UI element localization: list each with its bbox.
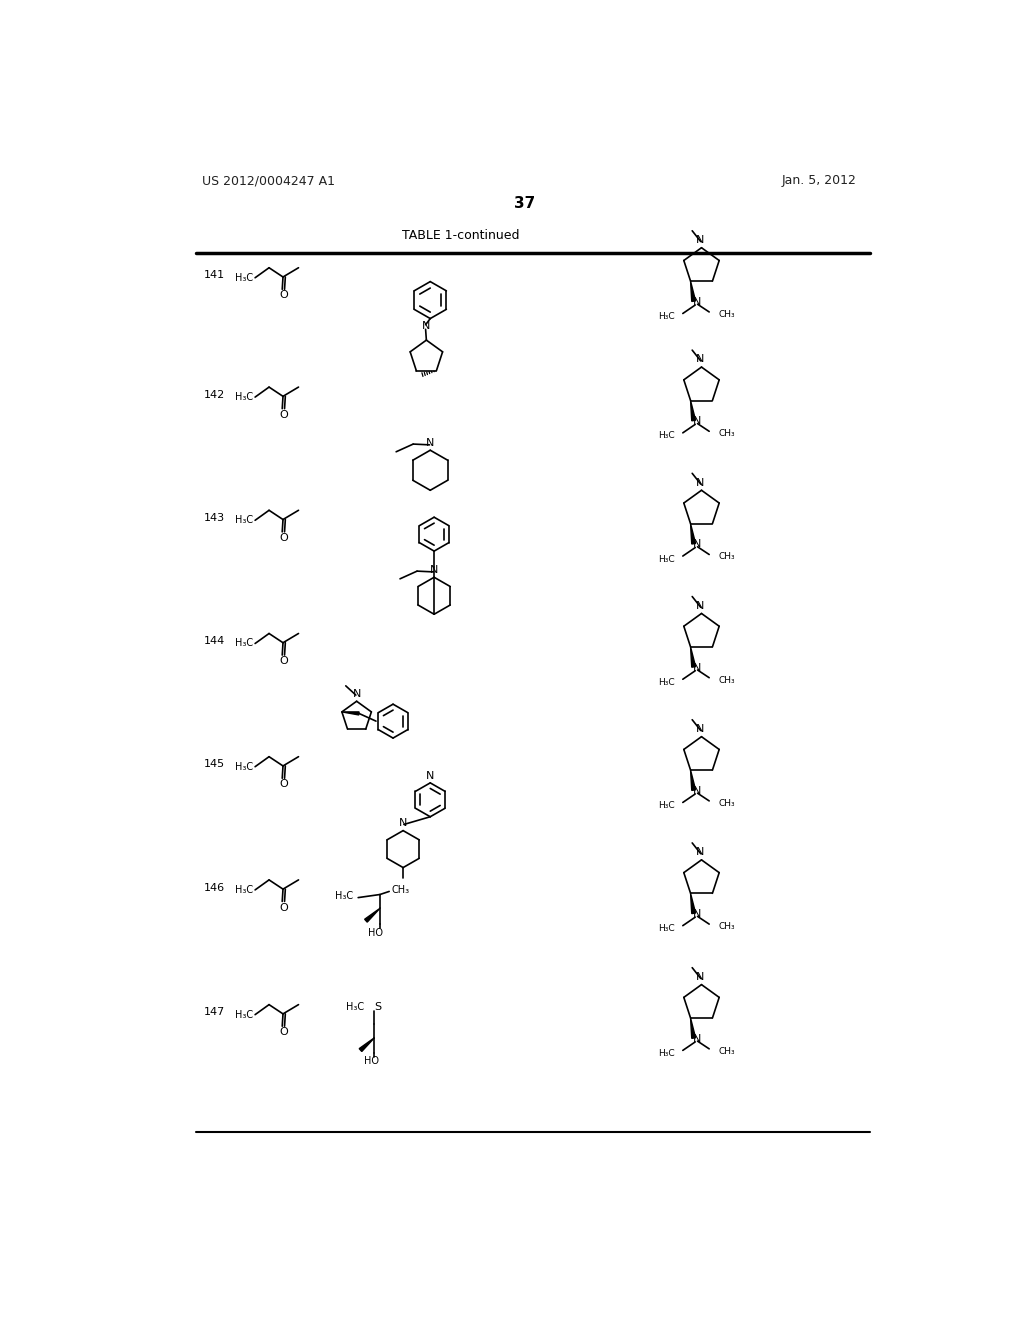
Polygon shape (359, 1038, 375, 1052)
Text: H₃C: H₃C (658, 1049, 675, 1057)
Text: O: O (280, 409, 288, 420)
Text: CH₃: CH₃ (719, 921, 735, 931)
Polygon shape (690, 647, 695, 667)
Text: O: O (280, 1027, 288, 1038)
Text: H₃C: H₃C (236, 515, 254, 525)
Text: S: S (374, 1002, 381, 1012)
Text: O: O (280, 779, 288, 789)
Text: N: N (695, 235, 705, 246)
Text: 37: 37 (514, 195, 536, 211)
Text: N: N (695, 723, 705, 734)
Text: Jan. 5, 2012: Jan. 5, 2012 (781, 174, 856, 187)
Text: CH₃: CH₃ (719, 1047, 735, 1056)
Polygon shape (690, 400, 695, 421)
Text: N: N (695, 972, 705, 982)
Text: H₃C: H₃C (236, 884, 254, 895)
Text: H₃C: H₃C (236, 762, 254, 772)
Text: 143: 143 (204, 513, 225, 523)
Text: CH₃: CH₃ (391, 884, 410, 895)
Text: 141: 141 (204, 271, 225, 280)
Text: 147: 147 (204, 1007, 225, 1018)
Text: 142: 142 (204, 389, 225, 400)
Text: CH₃: CH₃ (719, 799, 735, 808)
Text: H₃C: H₃C (658, 554, 675, 564)
Text: N: N (399, 818, 408, 828)
Text: CH₃: CH₃ (719, 552, 735, 561)
Text: H₃C: H₃C (658, 924, 675, 933)
Text: N: N (692, 785, 701, 796)
Text: O: O (280, 533, 288, 543)
Text: O: O (280, 290, 288, 301)
Text: HO: HO (364, 1056, 379, 1065)
Text: H₃C: H₃C (236, 392, 254, 403)
Text: N: N (695, 478, 705, 487)
Text: N: N (692, 1034, 701, 1044)
Text: N: N (695, 847, 705, 857)
Text: N: N (422, 321, 430, 331)
Polygon shape (690, 894, 695, 913)
Text: N: N (352, 689, 360, 698)
Text: H₃C: H₃C (236, 639, 254, 648)
Text: O: O (280, 656, 288, 667)
Text: O: O (280, 903, 288, 912)
Text: HO: HO (368, 928, 383, 939)
Text: CH₃: CH₃ (719, 429, 735, 438)
Text: H₃C: H₃C (346, 1002, 365, 1012)
Polygon shape (690, 281, 695, 301)
Text: H₃C: H₃C (658, 432, 675, 441)
Polygon shape (690, 1018, 695, 1039)
Text: N: N (426, 437, 434, 447)
Text: N: N (692, 297, 701, 308)
Text: H₃C: H₃C (336, 891, 353, 902)
Text: N: N (692, 416, 701, 426)
Text: H₃C: H₃C (236, 273, 254, 282)
Text: TABLE 1-continued: TABLE 1-continued (402, 228, 520, 242)
Text: 144: 144 (204, 636, 225, 647)
Text: N: N (695, 354, 705, 364)
Text: US 2012/0004247 A1: US 2012/0004247 A1 (202, 174, 335, 187)
Text: N: N (430, 565, 438, 574)
Text: H₃C: H₃C (658, 801, 675, 810)
Text: H₃C: H₃C (236, 1010, 254, 1019)
Polygon shape (342, 711, 359, 715)
Polygon shape (365, 908, 380, 923)
Text: N: N (692, 909, 701, 919)
Text: 145: 145 (204, 759, 225, 770)
Text: H₃C: H₃C (658, 678, 675, 686)
Polygon shape (690, 770, 695, 791)
Text: CH₃: CH₃ (719, 310, 735, 318)
Polygon shape (690, 524, 695, 544)
Text: N: N (692, 540, 701, 549)
Text: N: N (695, 601, 705, 611)
Text: 146: 146 (204, 883, 225, 892)
Text: N: N (426, 771, 434, 781)
Text: H₃C: H₃C (658, 312, 675, 321)
Text: N: N (692, 663, 701, 673)
Text: CH₃: CH₃ (719, 676, 735, 685)
